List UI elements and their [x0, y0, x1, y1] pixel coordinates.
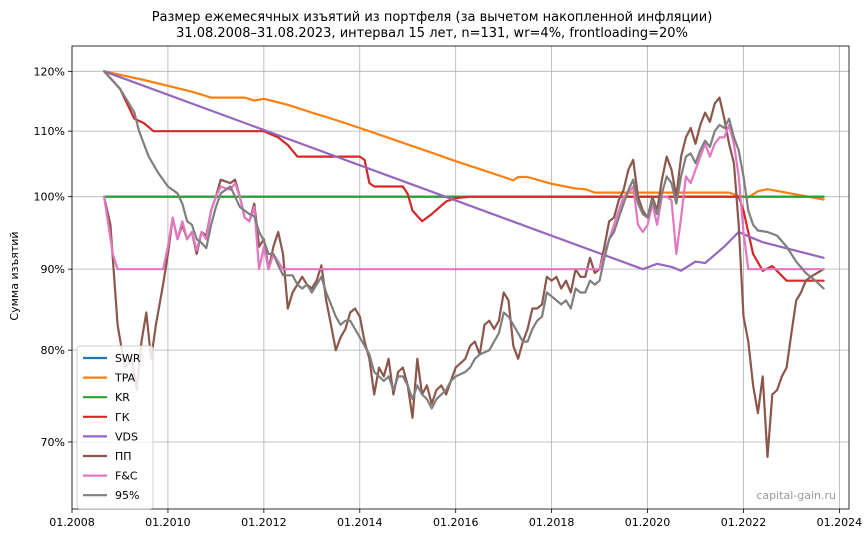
x-tick-label: 01.2022: [721, 516, 767, 529]
y-tick-label: 80%: [41, 344, 65, 357]
y-tick-label: 100%: [34, 191, 65, 204]
y-tick-label: 120%: [34, 65, 65, 78]
y-tick-label: 70%: [41, 436, 65, 449]
legend-label: ГК: [115, 411, 130, 424]
plot-frame: [71, 45, 850, 510]
y-tick-label: 110%: [34, 125, 65, 138]
legend-label: ПП: [115, 450, 132, 463]
y-axis-label: Сумма изъятий: [8, 231, 21, 320]
x-tick-label: 01.2012: [241, 516, 287, 529]
x-tick-label: 01.2010: [145, 516, 191, 529]
x-tick-label: 01.2024: [817, 516, 863, 529]
series-line-ПП: [103, 96, 825, 458]
legend-label: VDS: [115, 430, 138, 443]
chart-subtitle: 31.08.2008–31.08.2023, интервал 15 лет, …: [176, 26, 688, 41]
chart-title: Размер ежемесячных изъятий из портфеля (…: [152, 10, 713, 25]
series-line-TPA: [103, 70, 825, 201]
series-line-ГК: [103, 70, 825, 282]
legend-label: KR: [115, 391, 130, 404]
y-tick-label: 90%: [41, 263, 65, 276]
series-line-95%: [103, 70, 825, 410]
x-tick-label: 01.2008: [49, 516, 95, 529]
x-tick-label: 01.2020: [625, 516, 671, 529]
grid-layer: [71, 46, 849, 509]
legend-label: F&C: [115, 470, 138, 483]
legend: SWR TPA KR ГК VDS ПП F&C 95%: [76, 345, 154, 510]
watermark: capital-gain.ru: [756, 489, 836, 502]
x-tick-label: 01.2018: [529, 516, 575, 529]
x-tick-label: 01.2014: [337, 516, 383, 529]
x-tick-label: 01.2016: [433, 516, 479, 529]
legend-label: SWR: [115, 352, 141, 365]
legend-box: [76, 345, 154, 510]
series-layer: [103, 70, 825, 458]
tick-layer: 01.2008 01.2010 01.2012 01.2014 01.2016 01.20…: [34, 65, 863, 529]
legend-label: TPA: [114, 372, 136, 385]
legend-label: 95%: [115, 489, 139, 502]
series-line-VDS: [103, 70, 825, 272]
